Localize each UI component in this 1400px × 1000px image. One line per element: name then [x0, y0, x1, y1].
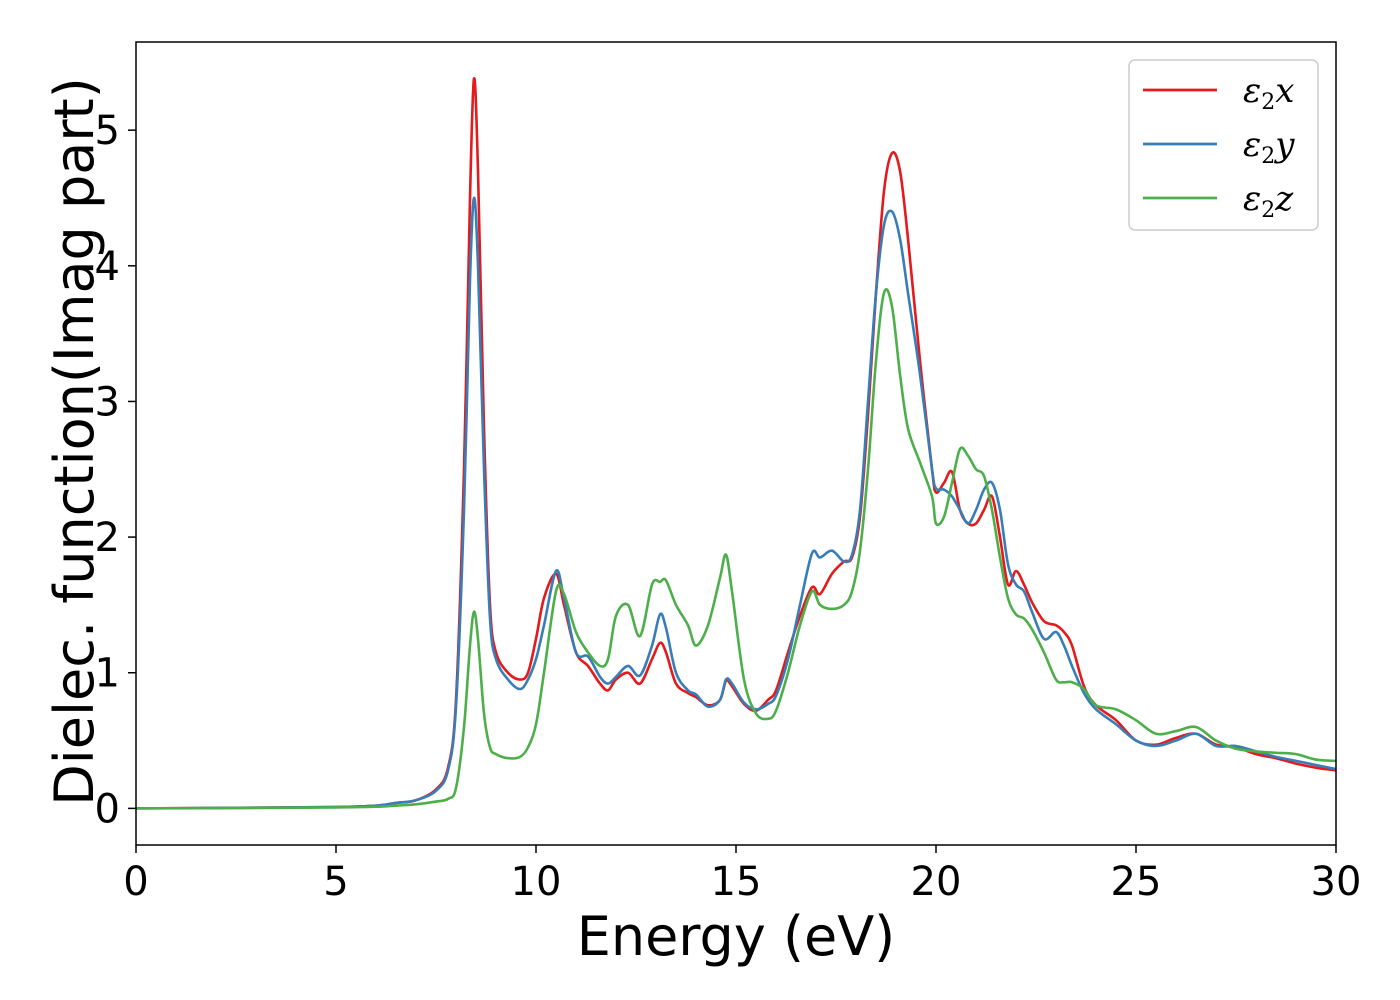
- legend-box: [1128, 59, 1319, 231]
- y-axis-ticks: 0 1 2 3 4 5: [95, 108, 136, 832]
- x-tick-label: 5: [323, 859, 348, 905]
- y-tick-label: 4: [95, 244, 120, 290]
- y-tick-label: 0: [95, 786, 120, 832]
- series-line-y: [136, 196, 1336, 810]
- plot-layer: [136, 77, 1336, 810]
- y-tick-label: 2: [95, 515, 120, 561]
- y-tick-label: 5: [95, 108, 120, 154]
- x-axis-title: Energy (eV): [577, 905, 896, 968]
- y-axis-title: Dielec. function(Imag part): [43, 77, 106, 806]
- legend-label-z: ε2z: [1243, 179, 1294, 223]
- x-tick-label: 30: [1311, 859, 1362, 905]
- series-line-x: [136, 77, 1336, 810]
- legend-label-x: ε2x: [1243, 71, 1294, 115]
- x-tick-label: 25: [1111, 859, 1162, 905]
- x-tick-label: 10: [511, 859, 562, 905]
- x-tick-label: 20: [911, 859, 962, 905]
- y-tick-label: 3: [95, 379, 120, 425]
- legend-label-y: ε2y: [1243, 125, 1295, 169]
- legend: ε2x ε2y ε2z: [1128, 59, 1319, 231]
- series-line-z: [136, 288, 1336, 810]
- x-tick-label: 15: [711, 859, 762, 905]
- x-tick-label: 0: [123, 859, 148, 905]
- y-tick-label: 1: [95, 651, 120, 697]
- x-axis-ticks: 0 5 10 15 20 25 30: [123, 845, 1361, 905]
